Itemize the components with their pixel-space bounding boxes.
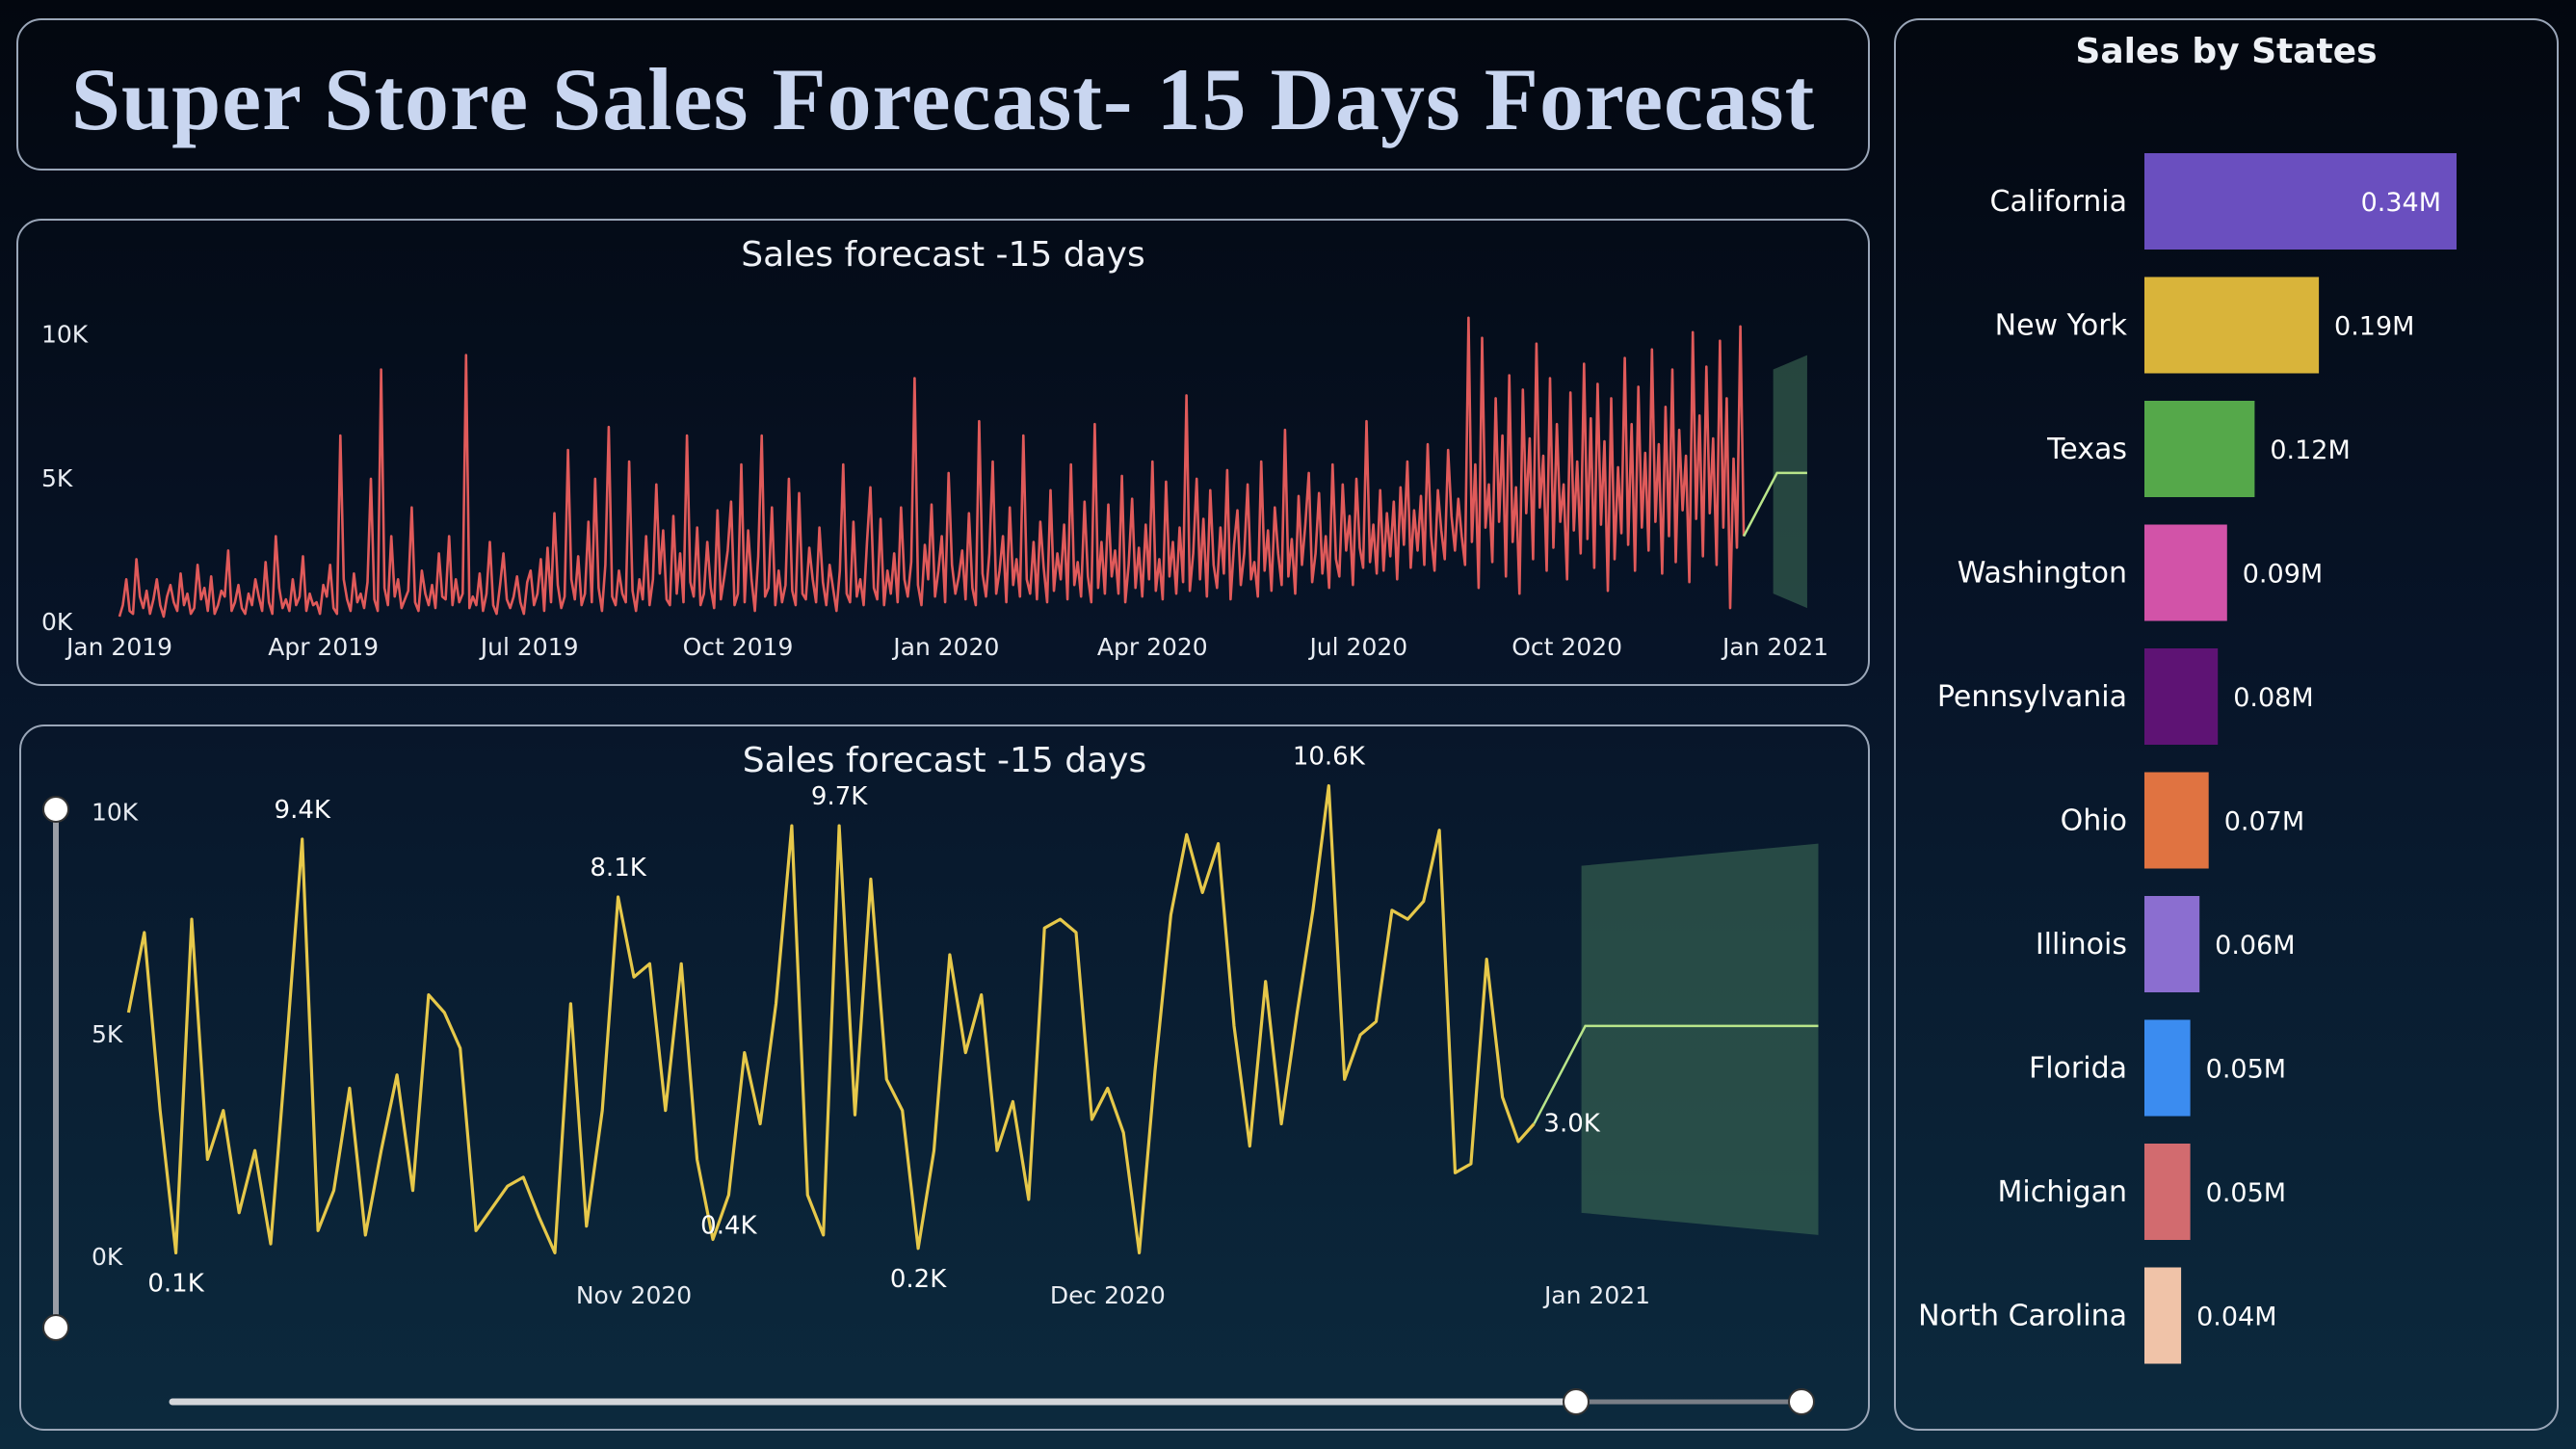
zoomed-y-tick-label: 0K xyxy=(92,1243,123,1271)
zoomed-chart-title: Sales forecast -15 days xyxy=(742,741,1147,780)
zoomed-sales-chart[interactable]: 0K 5K 10K Nov 2020 Dec 2020 Jan 2021 0.1K 9.4K 8… xyxy=(21,726,1868,1429)
daily-x-tick-label: Jan 2020 xyxy=(891,633,999,661)
daily-x-tick-label: Jan 2021 xyxy=(1721,633,1828,661)
state-value-label: 0.07M xyxy=(2224,807,2304,837)
zoomed-y-tick-label: 5K xyxy=(92,1020,123,1048)
state-bar[interactable] xyxy=(2144,401,2255,497)
zoomed-y-tick-label: 10K xyxy=(92,798,139,826)
zoomed-sales-series-line[interactable] xyxy=(126,783,1536,1255)
horizontal-slider-left-handle[interactable] xyxy=(1563,1388,1590,1415)
daily-x-tick-label: Jul 2020 xyxy=(1307,633,1407,661)
daily-forecast-line[interactable] xyxy=(1742,471,1807,538)
state-value-label: 0.19M xyxy=(2334,312,2414,342)
state-bar[interactable] xyxy=(2144,277,2320,374)
zoomed-data-label: 10.6K xyxy=(1293,743,1366,772)
zoomed-sales-chart-panel[interactable]: Sales forecast -15 days 0K 5K 10K Nov 2020 D… xyxy=(19,724,1870,1431)
zoomed-data-label: 8.1K xyxy=(590,854,646,883)
zoomed-x-tick-label: Nov 2020 xyxy=(576,1281,692,1309)
daily-y-tick-label: 10K xyxy=(41,321,89,349)
state-bar[interactable] xyxy=(2144,1144,2191,1240)
vertical-slider-top-handle[interactable] xyxy=(42,796,69,823)
daily-x-tick-label: Oct 2019 xyxy=(683,633,794,661)
daily-sales-chart[interactable]: 0K 5K 10K Jan 2019 Apr 2019 Jul 2019 Oct 2019 J… xyxy=(18,221,1868,683)
daily-x-tick-label: Jan 2019 xyxy=(65,633,172,661)
daily-sales-series-line[interactable] xyxy=(118,316,1746,619)
state-category-label: Illinois xyxy=(2036,928,2127,962)
state-category-label: Washington xyxy=(1958,557,2127,591)
zoomed-x-tick-label: Dec 2020 xyxy=(1050,1281,1166,1309)
vertical-slider-bottom-handle[interactable] xyxy=(42,1314,69,1341)
state-bar[interactable] xyxy=(2144,772,2209,869)
state-value-label: 0.09M xyxy=(2243,560,2323,590)
zoomed-forecast-band xyxy=(1581,843,1819,1235)
state-value-label: 0.05M xyxy=(2206,1178,2286,1208)
zoomed-data-label: 9.4K xyxy=(275,796,331,825)
zoomed-data-label: 0.2K xyxy=(890,1265,947,1294)
zoomed-forecast-line[interactable] xyxy=(1533,1024,1819,1125)
daily-x-tick-label: Apr 2020 xyxy=(1097,633,1208,661)
state-value-label: 0.04M xyxy=(2196,1303,2276,1332)
daily-x-tick-label: Apr 2019 xyxy=(268,633,379,661)
state-bar[interactable] xyxy=(2144,896,2200,992)
state-category-label: Florida xyxy=(2029,1052,2127,1086)
state-category-label: New York xyxy=(1995,309,2128,343)
state-bar[interactable] xyxy=(2144,1267,2182,1364)
horizontal-slider-right-handle[interactable] xyxy=(1788,1388,1815,1415)
daily-chart-title: Sales forecast -15 days xyxy=(741,235,1145,275)
state-category-label: Texas xyxy=(2046,433,2127,466)
daily-y-tick-label: 0K xyxy=(41,608,73,636)
state-category-label: Ohio xyxy=(2061,804,2127,838)
state-bar[interactable] xyxy=(2144,153,2457,250)
zoomed-data-label: 0.1K xyxy=(147,1269,204,1298)
states-chart-title: Sales by States xyxy=(2075,32,2378,71)
state-bar[interactable] xyxy=(2144,524,2227,621)
daily-x-tick-label: Oct 2020 xyxy=(1511,633,1622,661)
state-category-label: California xyxy=(1990,185,2127,219)
state-category-label: North Carolina xyxy=(1918,1300,2127,1333)
daily-x-tick-label: Jul 2019 xyxy=(479,633,579,661)
state-value-label: 0.08M xyxy=(2233,683,2313,713)
state-value-label: 0.05M xyxy=(2206,1055,2286,1085)
sales-by-states-panel: Sales by States California 0.34M New York 0… xyxy=(1894,18,2559,1431)
state-category-label: Pennsylvania xyxy=(1937,680,2127,714)
zoomed-data-label: 0.4K xyxy=(700,1211,757,1240)
state-bar[interactable] xyxy=(2144,1019,2191,1117)
zoomed-x-tick-label: Jan 2021 xyxy=(1542,1281,1650,1309)
zoomed-data-label: 9.7K xyxy=(811,782,868,811)
sales-by-states-chart[interactable]: California 0.34M New York 0.19M Texas 0.12M Wa… xyxy=(1896,20,2557,1429)
dashboard-title: Super Store Sales Forecast- 15 Days Fore… xyxy=(70,50,1816,148)
daily-forecast-band xyxy=(1773,355,1807,609)
title-panel: Super Store Sales Forecast- 15 Days Fore… xyxy=(16,18,1870,171)
daily-sales-chart-panel[interactable]: Sales forecast -15 days 0K 5K 10K Jan 2019 A… xyxy=(16,219,1870,686)
state-value-label: 0.06M xyxy=(2215,931,2295,961)
state-category-label: Michigan xyxy=(1997,1175,2127,1209)
state-bar[interactable] xyxy=(2144,648,2219,745)
zoomed-data-label: 3.0K xyxy=(1543,1109,1600,1138)
state-value-label: 0.12M xyxy=(2270,435,2350,465)
state-value-label: 0.34M xyxy=(2361,188,2441,218)
daily-y-tick-label: 5K xyxy=(41,464,73,492)
